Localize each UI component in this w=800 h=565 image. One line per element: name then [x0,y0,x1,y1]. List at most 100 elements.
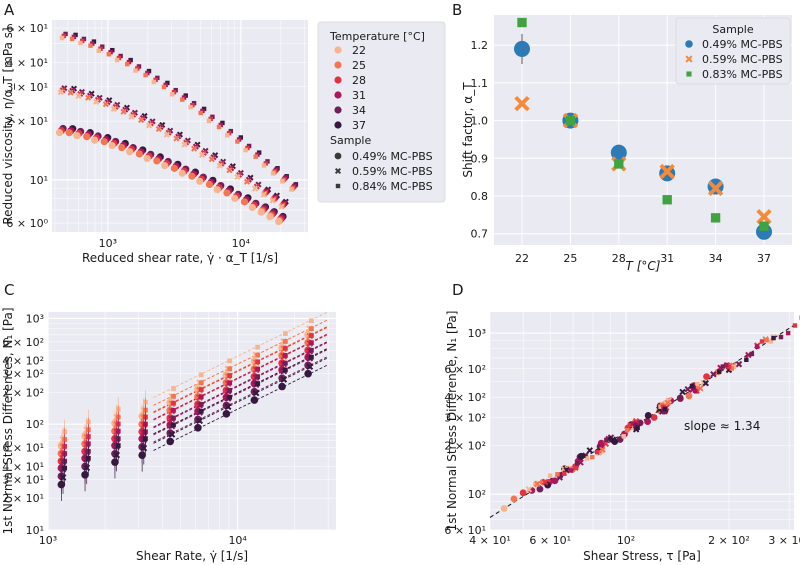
panel-c-point [283,345,288,351]
panel-a-point [65,129,73,137]
panel-c-point [227,373,233,378]
panel-a-ylabel: Reduced viscosity, η/α_T [mPa s] [1,27,15,224]
panel-c-fit-line [153,326,329,414]
panel-d-point [555,472,560,477]
panel-letter-d: D [452,281,464,299]
panel-c-ytick-label: 10¹ [26,524,44,537]
panel-c-points [57,318,314,501]
panel-b-legend-marker [686,71,692,77]
panel-c-point [227,387,233,393]
panel-a-point [266,213,274,221]
panel-d-point [664,399,671,406]
panel-c-ytick-label: 6 × 10² [2,336,44,349]
panel-a-point [151,79,157,85]
panel-d-point [604,437,609,443]
panel-d-ylabel: 1st Normal Stress Difference, N₁ [Pa] [445,311,459,532]
panel-a-point [170,164,178,172]
panel-d-point [633,423,638,428]
panel-b-legend-label: 0.59% MC-PBS [702,53,783,66]
panel-d-point [500,505,508,512]
panel-a-point [57,89,64,96]
panel-b-point [614,159,624,169]
panel-c-point [227,380,233,386]
panel-a-legend-temp-label: 31 [352,89,366,102]
panel-d-point [562,471,567,476]
panel-letter-c: C [4,281,14,299]
panel-c-point [250,396,259,404]
panel-a-point [153,157,161,165]
panel-b-point [662,195,672,205]
panel-d-ytick-label: 10² [468,488,486,501]
panel-d-point [703,373,710,381]
panel-a-point [225,133,230,138]
panel-d-xlabel: Shear Stress, τ [Pa] [583,549,701,563]
panel-b-points [514,17,772,240]
panel-c-point [198,372,204,378]
panel-b-ytick-label: 1.0 [471,115,489,128]
panel-a-point [248,203,256,212]
panel-c-point [194,424,202,432]
panel-d-point [650,414,658,421]
panel-d-point [749,351,755,357]
panel-d-point [726,364,732,369]
panel-a-point [244,178,251,185]
panel-a-point [269,197,276,204]
panel-a-xtick-label: 10³ [99,237,117,250]
panel-d-xtick-label: 6 × 10¹ [529,534,571,547]
panel-a-chart: 10³ 10⁴ 6 × 10⁰ 10¹ 2 × 10¹ 3 × 10¹ 4 × 10¹ 6 ×… [1,20,446,265]
panel-c-point [255,344,261,350]
panel-a-ytick-label: 6 × 10⁰ [6,217,48,230]
panel-letter-a: A [4,1,15,19]
panel-d-point [534,480,541,488]
panel-c-point [171,415,176,421]
panel-d-ytick-label: 10³ [468,327,486,340]
panel-a-point [73,131,81,140]
panel-c-xtick-label: 10³ [39,534,57,547]
panel-a-point [126,148,134,156]
panel-a-point [133,68,138,73]
panel-a-point [161,162,169,170]
panel-c-point [198,387,204,392]
panel-b-ytick-label: 0.8 [471,190,489,203]
panel-d-fit-line [489,324,795,518]
panel-d-point [778,334,784,340]
panel-c-point [143,436,148,442]
panel-a-xtick-label: 10⁴ [232,237,251,250]
panel-a-point [120,108,127,115]
panel-a-point [198,110,203,116]
panel-letter-b: B [452,1,462,19]
panel-c-point [255,366,261,372]
panel-a-point [143,72,148,78]
panel-d-point [595,449,600,455]
panel-b-legend: Sample 0.49% MC-PBS 0.59% MC-PBS 0.83% MC-… [675,17,791,85]
panel-a-point [253,154,258,159]
panel-a-legend-temp-swatch [334,46,342,54]
panel-b-xtick-label: 22 [515,252,529,265]
panel-d-point [768,339,774,344]
panel-d-point [599,446,606,453]
panel-a-point [206,118,212,124]
panel-a-point [125,61,130,67]
panel-c-point [224,403,232,411]
panel-b-point [514,40,530,57]
panel-a-point [216,162,223,169]
panel-c-point [171,407,176,413]
panel-d-point [549,477,556,485]
panel-d-point [771,335,776,341]
panel-a-point [278,203,285,210]
panel-c-point [280,376,288,383]
panel-a-plot-area [52,20,308,232]
panel-b-chart: 22 25 28 31 34 37 0.7 0.8 0.9 1.0 1.1 1.2 T [°C] Sh… [461,15,792,273]
panel-b-xtick-label: 28 [612,252,626,265]
panel-a-legend-sample-label: 0.84% MC-PBS [352,180,433,193]
panel-a-ytick-label: 10¹ [30,174,48,187]
panel-a-point [257,208,265,216]
panel-b-legend-label: 0.49% MC-PBS [702,38,783,51]
panel-a-point [270,171,276,176]
panel-a-point [208,156,215,163]
panel-b-point [707,180,724,197]
panel-a-point [93,98,100,105]
panel-a-point [78,40,83,46]
